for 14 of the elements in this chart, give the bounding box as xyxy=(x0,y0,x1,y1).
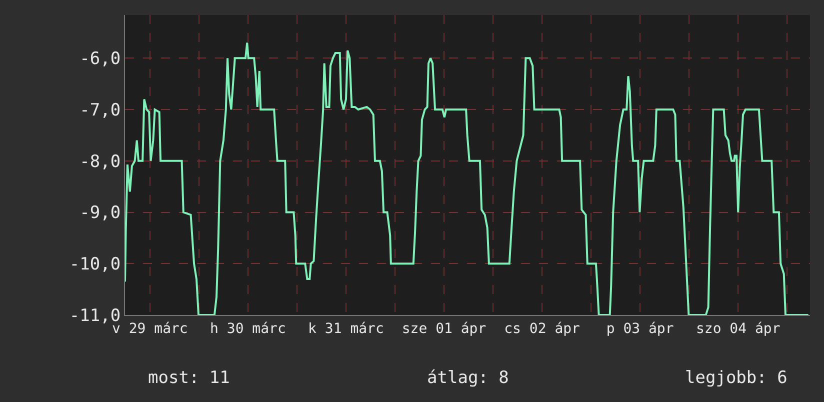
x-tick-label: sze 01 ápr xyxy=(402,320,486,337)
x-tick-label: p 03 ápr xyxy=(606,320,674,337)
text: legjobb: 6 xyxy=(685,368,788,388)
y-tick-label: -10,0 xyxy=(69,254,121,275)
y-tick-label: -8,0 xyxy=(80,152,121,172)
x-tick-label: szo 04 ápr xyxy=(696,320,780,337)
y-tick-label: -6,0 xyxy=(80,49,121,70)
y-tick-label: -7,0 xyxy=(80,100,121,120)
x-tick-label: k 31 márc xyxy=(308,320,384,337)
x-tick-label: h 30 márc xyxy=(210,320,286,337)
text: átlag: 8 xyxy=(427,368,509,388)
y-tick-label: -9,0 xyxy=(80,203,121,224)
text: most: 11 xyxy=(148,368,230,388)
x-tick-label: cs 02 ápr xyxy=(504,320,580,337)
